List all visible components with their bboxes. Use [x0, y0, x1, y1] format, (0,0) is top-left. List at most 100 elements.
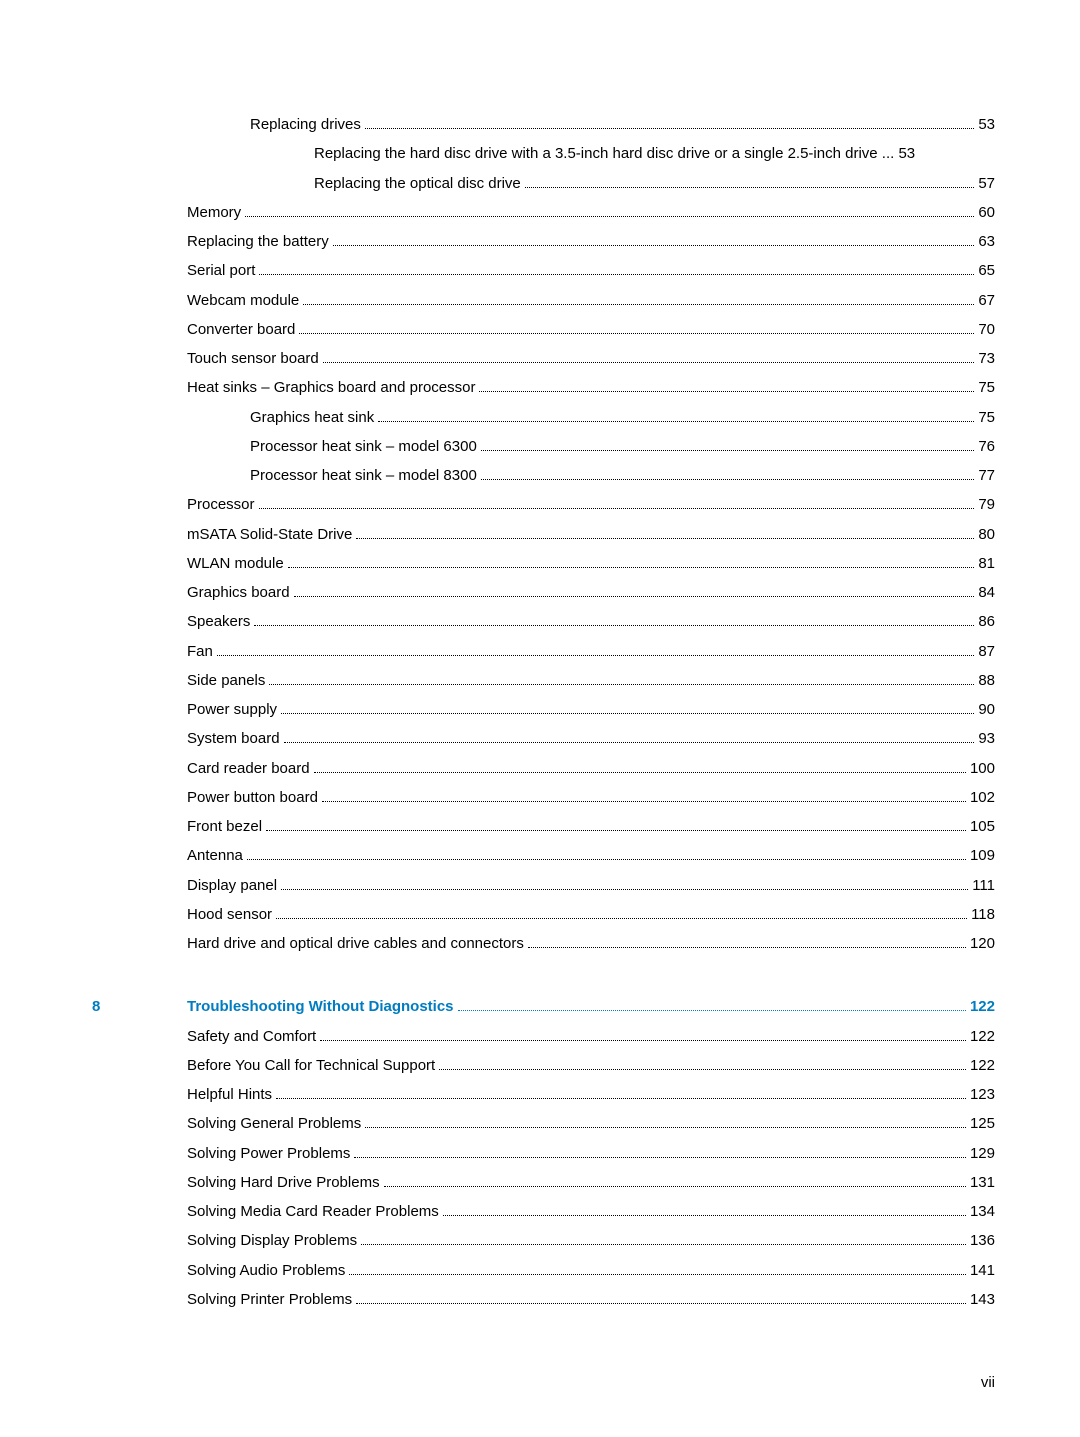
chapter-number: 8 [90, 992, 187, 1021]
toc-leader [323, 350, 975, 363]
toc-leader [481, 438, 975, 451]
toc-leader [333, 233, 975, 246]
toc-entry: Solving General Problems 125 [90, 1109, 995, 1138]
toc-leader [254, 614, 974, 627]
toc-label: Before You Call for Technical Support [187, 1051, 435, 1080]
toc-entry: Before You Call for Technical Support 12… [90, 1051, 995, 1080]
toc-label: Serial port [187, 256, 255, 285]
toc-page: 65 [978, 256, 995, 285]
toc-entry: Speakers 86 [90, 607, 995, 636]
toc-entry: Display panel 111 [90, 871, 995, 900]
toc-label: Fan [187, 637, 213, 666]
toc-entry: Replacing the optical disc drive 57 [90, 169, 995, 198]
toc-entry: Replacing drives 53 [90, 110, 995, 139]
toc-label: Converter board [187, 315, 295, 344]
toc-page: 63 [978, 227, 995, 256]
toc-page: 73 [978, 344, 995, 373]
toc-page: 90 [978, 695, 995, 724]
toc-leader [269, 672, 974, 685]
toc-label: Solving Power Problems [187, 1139, 350, 1168]
toc-leader [349, 1262, 966, 1275]
toc-entry: Touch sensor board 73 [90, 344, 995, 373]
toc-leader [458, 999, 966, 1012]
toc-entry: Helpful Hints 123 [90, 1080, 995, 1109]
page-number: vii [90, 1374, 995, 1391]
toc-entry: Graphics board 84 [90, 578, 995, 607]
chapter-title: Troubleshooting Without Diagnostics [187, 992, 454, 1021]
toc-page: 109 [970, 841, 995, 870]
toc-entry: Hood sensor 118 [90, 900, 995, 929]
toc-page: 118 [971, 900, 995, 929]
toc-label: Solving Media Card Reader Problems [187, 1197, 439, 1226]
toc-leader [276, 906, 967, 919]
toc-page: 111 [972, 871, 995, 900]
toc-page: 129 [970, 1139, 995, 1168]
toc-page: 87 [978, 637, 995, 666]
toc-label: Touch sensor board [187, 344, 319, 373]
toc-page: 122 [970, 992, 995, 1021]
toc-label: Heat sinks – Graphics board and processo… [187, 373, 475, 402]
toc-leader [356, 526, 974, 539]
toc-ellipsis: ... [878, 139, 899, 168]
toc-leader [365, 1116, 966, 1129]
toc-label: Processor [187, 490, 255, 519]
toc-page: 79 [978, 490, 995, 519]
toc-label: Webcam module [187, 286, 299, 315]
toc-page: 93 [978, 724, 995, 753]
toc-entry: WLAN module 81 [90, 549, 995, 578]
toc-leader [299, 321, 974, 334]
toc-page: 53 [978, 110, 995, 139]
toc-page: 122 [970, 1051, 995, 1080]
toc-leader [384, 1174, 966, 1187]
toc-label: Power supply [187, 695, 277, 724]
toc-leader [320, 1028, 966, 1041]
toc-label: Replacing the hard disc drive with a 3.5… [314, 139, 878, 168]
toc-label: Processor heat sink – model 6300 [250, 432, 477, 461]
toc-leader [481, 467, 975, 480]
toc-label: Processor heat sink – model 8300 [250, 461, 477, 490]
toc-leader [314, 760, 966, 773]
toc-entry: Safety and Comfort 122 [90, 1022, 995, 1051]
toc-entry: System board 93 [90, 724, 995, 753]
toc-page: 120 [970, 929, 995, 958]
toc-leader [294, 584, 975, 597]
toc-label: Replacing drives [250, 110, 361, 139]
toc-leader [479, 380, 974, 393]
toc-label: Solving Audio Problems [187, 1256, 345, 1285]
toc-entry: Webcam module 67 [90, 286, 995, 315]
toc-page: 143 [970, 1285, 995, 1314]
toc-entry: Hard drive and optical drive cables and … [90, 929, 995, 958]
toc-leader [284, 731, 975, 744]
toc-entry: Solving Display Problems 136 [90, 1226, 995, 1255]
toc-leader [266, 818, 966, 831]
toc-leader [259, 497, 975, 510]
toc-leader [528, 935, 966, 948]
toc-entry: Front bezel 105 [90, 812, 995, 841]
toc-page: 105 [970, 812, 995, 841]
toc-leader [361, 1233, 966, 1246]
toc-leader [281, 877, 968, 890]
toc-entry: Power supply 90 [90, 695, 995, 724]
toc-page: 75 [978, 403, 995, 432]
toc-entry: Converter board 70 [90, 315, 995, 344]
toc-label: Memory [187, 198, 241, 227]
toc-label: Power button board [187, 783, 318, 812]
toc-entry: Solving Audio Problems 141 [90, 1256, 995, 1285]
toc-entry: Solving Hard Drive Problems 131 [90, 1168, 995, 1197]
toc-label: Hard drive and optical drive cables and … [187, 929, 524, 958]
toc-entry: Graphics heat sink 75 [90, 403, 995, 432]
toc-leader [378, 409, 974, 422]
toc-page: 84 [978, 578, 995, 607]
toc-page: 77 [978, 461, 995, 490]
toc-entry: Processor heat sink – model 6300 76 [90, 432, 995, 461]
toc-label: mSATA Solid-State Drive [187, 520, 352, 549]
toc-page: 80 [978, 520, 995, 549]
toc-label: WLAN module [187, 549, 284, 578]
toc-page: 60 [978, 198, 995, 227]
toc-leader [354, 1145, 966, 1158]
toc-leader [217, 643, 974, 656]
toc-entry: mSATA Solid-State Drive 80 [90, 520, 995, 549]
toc-page: 67 [978, 286, 995, 315]
toc-entry: Memory 60 [90, 198, 995, 227]
toc-page: 123 [970, 1080, 995, 1109]
